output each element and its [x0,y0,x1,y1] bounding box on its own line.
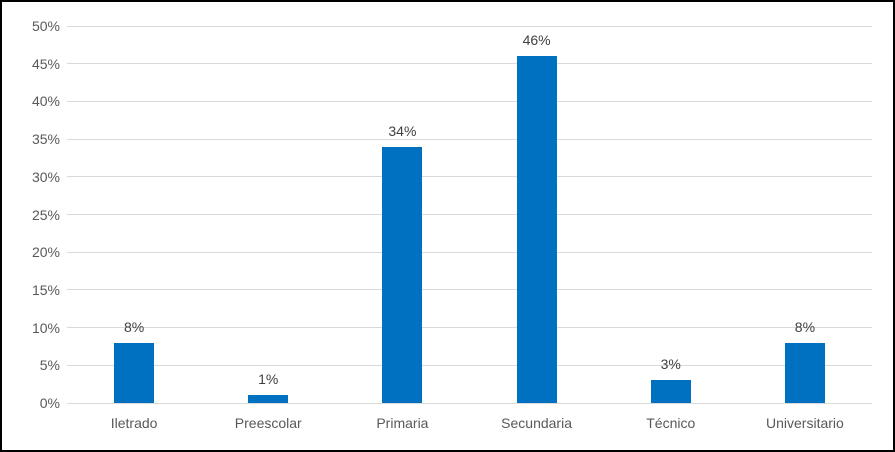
bar-data-label: 1% [258,371,279,388]
y-axis-tick-label: 0% [39,395,60,411]
y-axis-tick-label: 50% [31,18,60,34]
gridline [67,251,872,253]
y-axis-tick-label: 10% [31,319,60,336]
y-axis-tick-label: 25% [31,206,60,223]
bar-data-label: 3% [660,356,681,373]
y-axis-tick-label: 20% [31,244,60,261]
bar-universitario [784,342,825,403]
plot-area: 8% 1% 34% 46% 3% 8% [67,25,872,404]
gridline [67,402,872,404]
bar-secundaria [516,56,557,403]
gridline [67,176,872,178]
y-axis-tick-label: 5% [39,357,60,374]
gridline [67,100,872,102]
gridline [67,327,872,329]
x-axis-category-label: Técnico [646,415,696,431]
x-axis-category-label: Preescolar [234,415,302,431]
y-axis-tick-label: 30% [31,168,60,185]
x-axis-category-label: Primaria [376,415,429,431]
gridline [67,289,872,291]
bar-data-label: 46% [522,32,551,49]
gridline [67,25,872,27]
bar-técnico [650,380,691,403]
gridline [67,63,872,65]
bar-data-label: 34% [388,122,417,139]
gridline [67,138,872,140]
y-axis-tick-label: 15% [31,281,60,298]
bar-preescolar [248,395,289,403]
y-axis-tick-label: 40% [31,93,60,110]
x-axis-category-label: Universitario [766,415,844,431]
bar-data-label: 8% [794,318,816,335]
bar-primaria [382,146,423,403]
x-axis-category-label: Iletrado [110,415,158,431]
x-axis-category-label: Secundaria [501,415,572,431]
gridline [67,214,872,215]
y-axis-tick-label: 35% [31,131,60,148]
bar-data-label: 8% [123,318,145,335]
gridline [67,364,872,366]
y-axis-tick-label: 45% [31,55,60,72]
bar-iletrado [114,342,155,403]
